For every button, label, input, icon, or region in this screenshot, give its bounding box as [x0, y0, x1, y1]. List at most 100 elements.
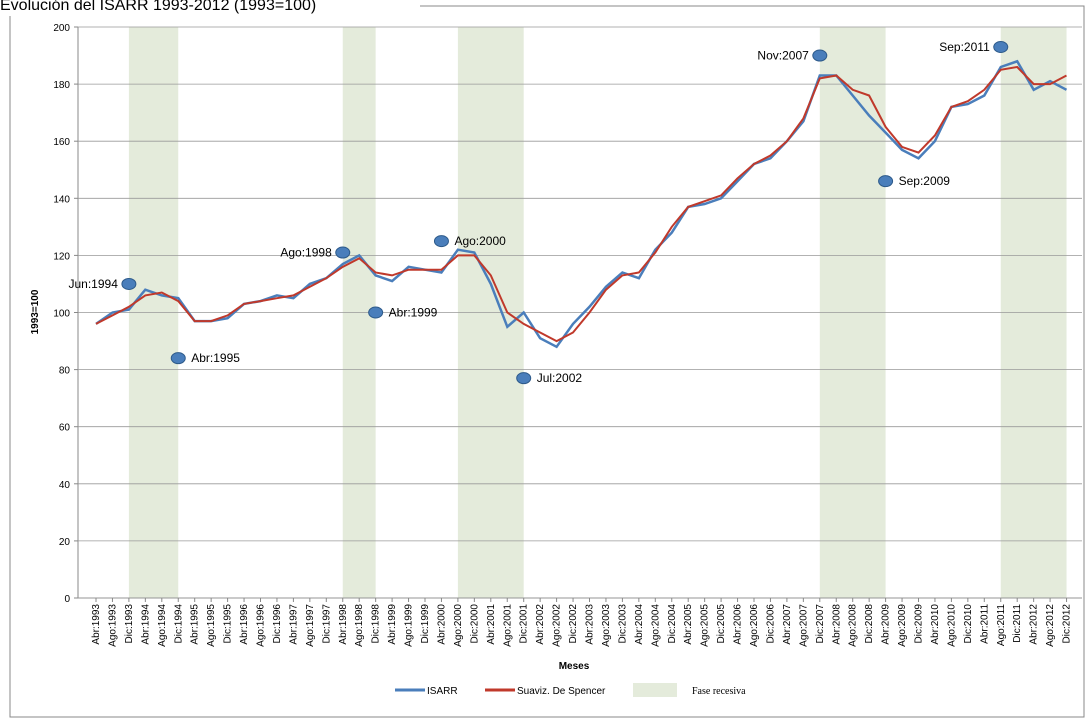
annotation-marker	[121, 277, 137, 290]
x-tick-label: Abr:2009	[881, 604, 892, 645]
legend-label: ISARR	[427, 686, 458, 697]
x-tick-label: Dic:1999	[420, 604, 431, 644]
annotation-label: Abr:1995	[191, 351, 240, 365]
annotation-marker	[993, 40, 1009, 53]
annotation-marker	[433, 235, 449, 248]
x-tick-label: Ago:2005	[700, 604, 711, 647]
y-tick-label: 200	[53, 23, 70, 34]
x-tick-label: Abr:2004	[634, 604, 645, 645]
x-tick-label: Dic:2010	[963, 604, 974, 644]
x-tick-label: Ago:1999	[404, 604, 415, 647]
x-tick-label: Ago:1996	[256, 604, 267, 647]
x-tick-label: Dic:1993	[124, 604, 135, 644]
x-tick-label: Ago:2006	[749, 604, 760, 647]
series-line	[95, 65, 1067, 343]
y-axis-label: 1993=100	[30, 289, 41, 334]
annotation-marker	[170, 352, 186, 365]
x-tick-label: Ago:1998	[354, 604, 365, 647]
x-tick-label: Ago:2012	[1045, 604, 1056, 647]
x-tick-label: Ago:2001	[502, 604, 513, 647]
annotation-label: Abr:1999	[389, 306, 438, 320]
annotation-label: Ago:1998	[280, 246, 332, 260]
x-tick-label: Abr:2000	[436, 604, 447, 645]
x-tick-label: Dic:2003	[617, 604, 628, 644]
x-tick-label: Abr:2010	[930, 604, 941, 645]
x-tick-label: Abr:1995	[190, 604, 201, 645]
x-tick-label: Dic:1995	[223, 604, 234, 644]
x-tick-label: Ago:2007	[798, 604, 809, 647]
annotation-label: Ago:2000	[454, 234, 506, 248]
x-tick-label: Dic:2000	[469, 604, 480, 644]
x-tick-label: Ago:2000	[453, 604, 464, 647]
x-tick-label: Abr:1993	[91, 604, 102, 645]
annotation-label: Nov:2007	[757, 49, 809, 63]
x-tick-label: Abr:1996	[239, 604, 250, 645]
legend-label: Suaviz. De Spencer	[517, 686, 606, 697]
annotation-label: Jun:1994	[69, 277, 119, 291]
x-tick-label: Dic:2007	[815, 604, 826, 644]
annotation-label: Jul:2002	[537, 371, 583, 385]
x-tick-label: Abr:2006	[733, 604, 744, 645]
x-tick-label: Dic:1997	[321, 604, 332, 644]
x-tick-label: Ago:1995	[206, 604, 217, 647]
y-tick-label: 0	[64, 594, 70, 605]
x-tick-label: Dic:2004	[667, 604, 678, 644]
x-tick-label: Abr:1997	[288, 604, 299, 645]
y-tick-label: 60	[59, 423, 71, 434]
x-tick-label: Abr:2012	[1029, 604, 1040, 645]
legend-swatch	[633, 683, 677, 697]
x-tick-label: Dic:2005	[716, 604, 727, 644]
x-tick-label: Abr:1999	[387, 604, 398, 645]
annotation-marker	[812, 49, 828, 62]
y-tick-label: 140	[53, 194, 70, 205]
chart-title: Evolución del ISARR 1993-2012 (1993=100)	[0, 0, 316, 14]
x-tick-label: Abr:2011	[979, 604, 990, 644]
x-tick-label: Dic:2008	[864, 604, 875, 644]
x-tick-label: Ago:1994	[157, 604, 168, 647]
y-tick-label: 80	[59, 366, 71, 377]
x-tick-label: Ago:2010	[946, 604, 957, 647]
title-bg	[0, 0, 420, 16]
x-tick-label: Dic:2012	[1062, 604, 1073, 644]
annotation-label: Sep:2011	[939, 40, 990, 54]
x-tick-label: Ago:2011	[996, 604, 1007, 647]
x-tick-label: Abr:1998	[338, 604, 349, 645]
x-tick-label: Ago:1997	[305, 604, 316, 647]
x-tick-label: Dic:1996	[272, 604, 283, 644]
x-axis-label: Meses	[559, 661, 590, 672]
x-tick-label: Dic:2011	[1012, 604, 1023, 643]
annotation-label: Sep:2009	[899, 174, 951, 188]
y-tick-label: 180	[53, 80, 70, 91]
x-tick-label: Dic:2006	[765, 604, 776, 644]
x-tick-label: Dic:1998	[371, 604, 382, 644]
annotation-marker	[878, 175, 894, 188]
x-tick-label: Abr:2007	[782, 604, 793, 645]
x-tick-label: Dic:2001	[519, 604, 530, 644]
y-tick-label: 160	[53, 137, 70, 148]
x-tick-label: Ago:2003	[601, 604, 612, 647]
x-tick-label: Abr:2002	[535, 604, 546, 645]
x-tick-label: Dic:2002	[568, 604, 579, 644]
x-tick-label: Dic:1994	[173, 604, 184, 644]
x-tick-label: Dic:2009	[914, 604, 925, 644]
y-tick-label: 100	[53, 309, 70, 320]
x-tick-label: Abr:2008	[831, 604, 842, 645]
y-tick-label: 40	[59, 480, 71, 491]
x-tick-label: Abr:2001	[486, 604, 497, 645]
x-tick-label: Ago:2008	[848, 604, 859, 647]
x-tick-label: Abr:2005	[683, 604, 694, 645]
x-tick-label: Abr:2003	[585, 604, 596, 645]
x-tick-label: Ago:2009	[897, 604, 908, 647]
x-tick-label: Ago:2002	[552, 604, 563, 647]
annotation-marker	[368, 306, 384, 319]
x-tick-label: Ago:2004	[650, 604, 661, 647]
y-tick-label: 120	[53, 251, 70, 262]
legend-label: Fase recesiva	[692, 686, 746, 697]
x-tick-label: Ago:1993	[107, 604, 118, 647]
y-tick-label: 20	[59, 537, 71, 548]
annotation-marker	[516, 372, 532, 385]
annotation-marker	[335, 246, 351, 259]
x-tick-label: Abr:1994	[140, 604, 151, 645]
